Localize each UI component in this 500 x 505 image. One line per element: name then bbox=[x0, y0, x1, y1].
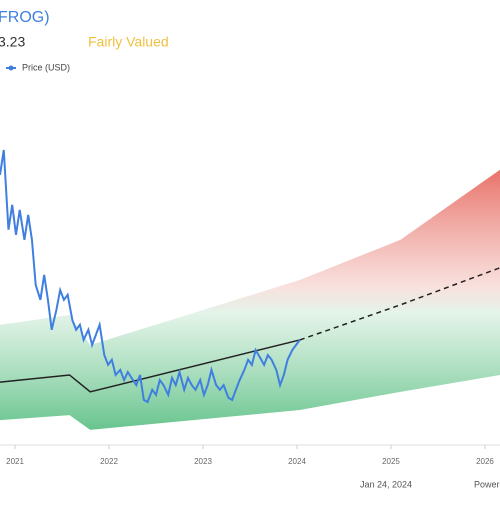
credit: Powered bbox=[474, 479, 500, 489]
chart-title: FROG) bbox=[0, 9, 50, 26]
price-line bbox=[0, 149, 301, 404]
legend-marker bbox=[8, 65, 14, 71]
fair-value-line bbox=[0, 339, 300, 393]
legend-label: Price (USD) bbox=[22, 62, 70, 72]
valuation-band bbox=[0, 169, 500, 430]
date-note: Jan 24, 2024 bbox=[360, 479, 412, 489]
x-tick-label: 2023 bbox=[194, 457, 212, 466]
x-tick-label: 2026 bbox=[476, 457, 494, 466]
valuation-label: Fairly Valued bbox=[88, 34, 169, 50]
x-tick-label: 2022 bbox=[100, 457, 118, 466]
x-tick-label: 2021 bbox=[6, 457, 24, 466]
x-tick-label: 2025 bbox=[382, 457, 400, 466]
price-text: 3.23 bbox=[0, 34, 25, 50]
x-tick-label: 2024 bbox=[288, 457, 306, 466]
